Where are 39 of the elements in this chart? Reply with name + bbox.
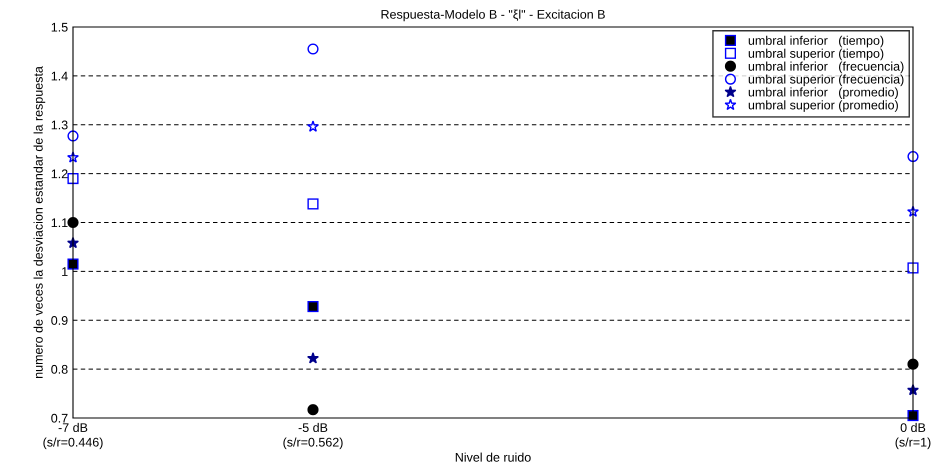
legend-label: umbral inferior (promedio) <box>748 87 898 100</box>
legend-label: umbral superior (frecuencia) <box>748 74 904 86</box>
y-tick-label: 1.4 <box>52 72 68 80</box>
point <box>307 301 319 312</box>
y-tick-label: 0.8 <box>51 364 68 374</box>
point <box>907 205 919 217</box>
point <box>307 404 319 416</box>
x-tick-label: 0 dB <box>900 422 926 432</box>
legend-label: umbral superior (tiempo) <box>748 48 884 60</box>
point <box>67 172 79 184</box>
y-tick-label: 0.7 <box>51 414 68 423</box>
point <box>907 262 919 274</box>
text: (s/r=0.562) <box>283 437 343 450</box>
point <box>307 352 319 364</box>
text: (s/r=0.446) <box>43 437 103 450</box>
legend-label: umbral inferior (tiempo) <box>748 36 884 48</box>
point <box>307 43 319 55</box>
point <box>907 358 919 370</box>
point <box>307 120 319 132</box>
legend-label: umbral inferior (frecuencia) <box>748 62 904 74</box>
y-tick-label: 1.3 <box>52 120 68 130</box>
point <box>67 130 79 142</box>
point <box>67 216 79 228</box>
y-axis-title: numero de veces la desviacion estandar de la respuesta <box>34 66 46 378</box>
y-tick-label: 1.5 <box>52 22 68 32</box>
y-tick-label: 1 <box>62 267 68 276</box>
x-tick-label: -7 dB <box>58 422 88 432</box>
point <box>307 198 319 210</box>
point <box>907 150 919 162</box>
point <box>67 258 79 270</box>
x-axis-title: Nivel de ruido <box>456 452 531 462</box>
legend-label: umbral superior (promedio) <box>748 100 898 112</box>
point <box>67 151 79 163</box>
y-tick-label: 1.1 <box>52 218 68 228</box>
chart-title: Respuesta-Modelo B - "ξl" - Excitacion B <box>382 10 605 22</box>
x-tick-label: -5 dB <box>298 422 328 432</box>
y-tick-label: 0.9 <box>51 316 68 325</box>
y-tick-label: 1.2 <box>52 169 68 178</box>
text: (s/r=1) <box>896 437 930 450</box>
